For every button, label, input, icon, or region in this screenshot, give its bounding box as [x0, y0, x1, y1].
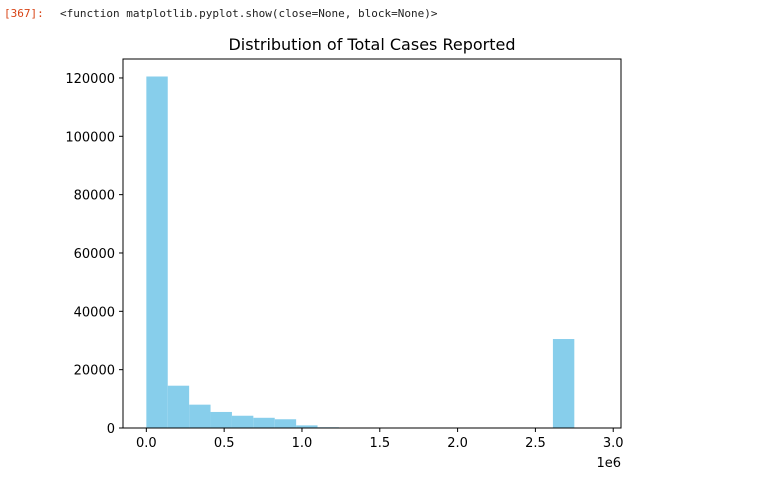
- x-axis-ticks: 0.0 0.5 1.0 1.5 2.0 2.5 3.0: [136, 428, 624, 451]
- chart-title: Distribution of Total Cases Reported: [228, 35, 515, 54]
- y-tick-label: 20000: [74, 364, 115, 379]
- x-tick-label: 1.0: [292, 436, 313, 451]
- y-axis-ticks: 0 20000 40000 60000 80000 100000 120000: [65, 72, 123, 437]
- histogram-bar: [231, 415, 254, 428]
- y-tick-label: 40000: [74, 305, 115, 320]
- histogram-bar: [274, 419, 297, 428]
- cell-prompt: [367]:: [4, 7, 44, 20]
- histogram-bar: [552, 339, 575, 428]
- histogram-bar: [189, 404, 211, 428]
- x-tick-label: 3.0: [603, 436, 624, 451]
- x-tick-label: 0.5: [214, 436, 235, 451]
- y-tick-label: 100000: [65, 130, 115, 145]
- x-tick-label: 0.0: [136, 436, 157, 451]
- x-tick-label: 2.5: [525, 436, 546, 451]
- x-tick-label: 1.5: [369, 436, 390, 451]
- histogram-bar: [210, 411, 232, 428]
- cell-output-text: <function matplotlib.pyplot.show(close=N…: [60, 7, 438, 20]
- y-tick-label: 0: [107, 422, 115, 437]
- histogram-bar: [146, 76, 168, 428]
- histogram-bar: [167, 385, 190, 428]
- x-tick-label: 2.0: [447, 436, 468, 451]
- histogram-bar: [253, 417, 275, 428]
- y-tick-label: 60000: [74, 247, 115, 262]
- y-tick-label: 120000: [65, 72, 115, 87]
- histogram-bars: [146, 76, 575, 428]
- histogram-bar: [296, 425, 318, 428]
- x-axis-offset-label: 1e6: [596, 456, 621, 471]
- y-tick-label: 80000: [74, 189, 115, 204]
- axes-frame: [122, 58, 622, 429]
